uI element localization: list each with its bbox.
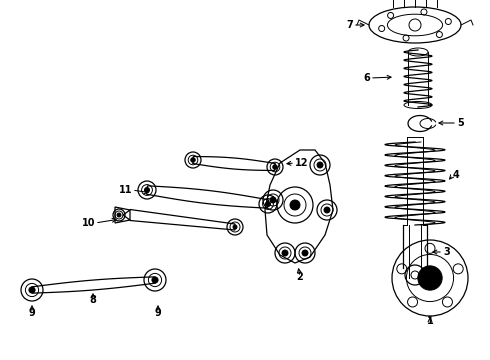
Circle shape: [233, 225, 237, 229]
Text: 9: 9: [28, 308, 35, 318]
Circle shape: [117, 213, 121, 217]
Circle shape: [152, 277, 158, 283]
Text: 10: 10: [81, 218, 95, 228]
Circle shape: [29, 287, 35, 293]
Circle shape: [302, 250, 308, 256]
Circle shape: [270, 197, 276, 203]
Circle shape: [282, 250, 288, 256]
Text: 8: 8: [90, 295, 97, 305]
Text: 4: 4: [453, 170, 460, 180]
Text: 3: 3: [443, 247, 450, 257]
Circle shape: [418, 266, 442, 290]
Circle shape: [273, 165, 277, 169]
Circle shape: [266, 202, 270, 207]
Circle shape: [145, 188, 149, 193]
Text: 2: 2: [296, 272, 303, 282]
Text: 6: 6: [363, 73, 370, 83]
Circle shape: [290, 200, 300, 210]
Circle shape: [191, 158, 195, 162]
Circle shape: [317, 162, 323, 168]
Text: 7: 7: [346, 20, 353, 30]
Text: 1: 1: [427, 316, 433, 326]
Text: 11: 11: [119, 185, 132, 195]
Text: 5: 5: [457, 118, 464, 128]
Circle shape: [324, 207, 330, 213]
Text: 9: 9: [155, 308, 161, 318]
Text: 12: 12: [295, 158, 309, 168]
